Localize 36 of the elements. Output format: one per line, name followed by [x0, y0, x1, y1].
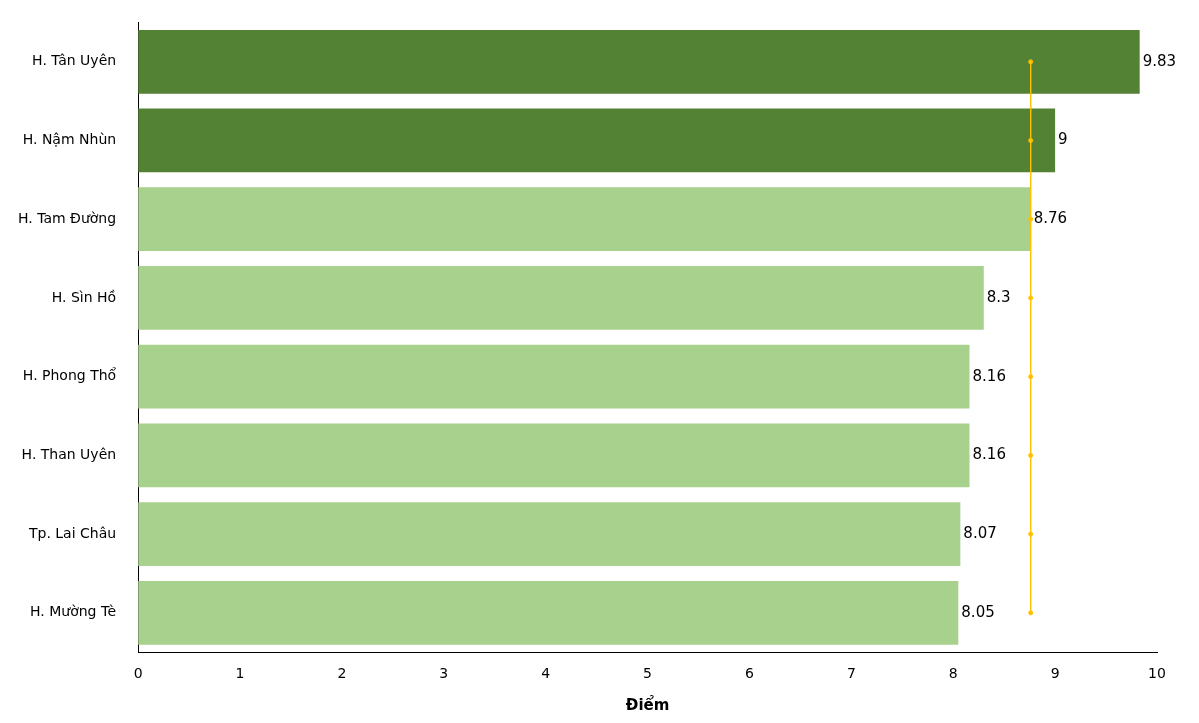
x-axis-title: Điểm — [625, 694, 670, 714]
data-label: 9.83 — [1142, 51, 1177, 70]
y-tick-label: H. Nậm Nhùn — [22, 131, 117, 148]
y-tick-label: H. Tam Đường — [17, 209, 117, 226]
x-tick-label: 9 — [1050, 665, 1060, 682]
bar — [138, 423, 970, 488]
y-tick-label: H. Than Uyên — [21, 446, 117, 463]
data-label: 8.16 — [972, 366, 1006, 385]
x-tick-label: 2 — [337, 665, 347, 682]
bar — [138, 187, 1031, 252]
x-tick-label: 3 — [439, 665, 449, 682]
bar — [138, 344, 970, 409]
data-label: 9 — [1058, 130, 1068, 149]
x-tick-label: 6 — [744, 665, 754, 682]
data-label: 8.05 — [961, 602, 995, 621]
bar — [138, 29, 1140, 94]
bar — [138, 266, 984, 330]
y-tick-label: H. Phong Thổ — [22, 367, 117, 384]
data-label: 8.3 — [986, 287, 1011, 306]
data-label: 8.76 — [1033, 209, 1068, 228]
x-tick-label: 8 — [948, 665, 958, 682]
data-label: 8.07 — [963, 524, 997, 542]
bar — [138, 108, 1056, 173]
y-tick-label: Tp. Lai Châu — [27, 524, 117, 541]
y-tick-label: H. Tân Uyên — [32, 52, 117, 69]
data-label: 8.16 — [972, 445, 1006, 464]
x-tick-label: 5 — [643, 665, 653, 682]
x-tick-label: 10 — [1148, 665, 1166, 682]
y-tick-label: H. Sìn Hồ — [51, 288, 117, 305]
bar — [138, 502, 961, 566]
y-tick-label: H. Mường Tè — [30, 603, 117, 620]
x-tick-label: 4 — [541, 665, 551, 682]
bar — [138, 580, 959, 645]
x-tick-label: 0 — [133, 665, 143, 682]
x-tick-label: 7 — [846, 665, 856, 682]
x-tick-label: 1 — [235, 665, 245, 682]
